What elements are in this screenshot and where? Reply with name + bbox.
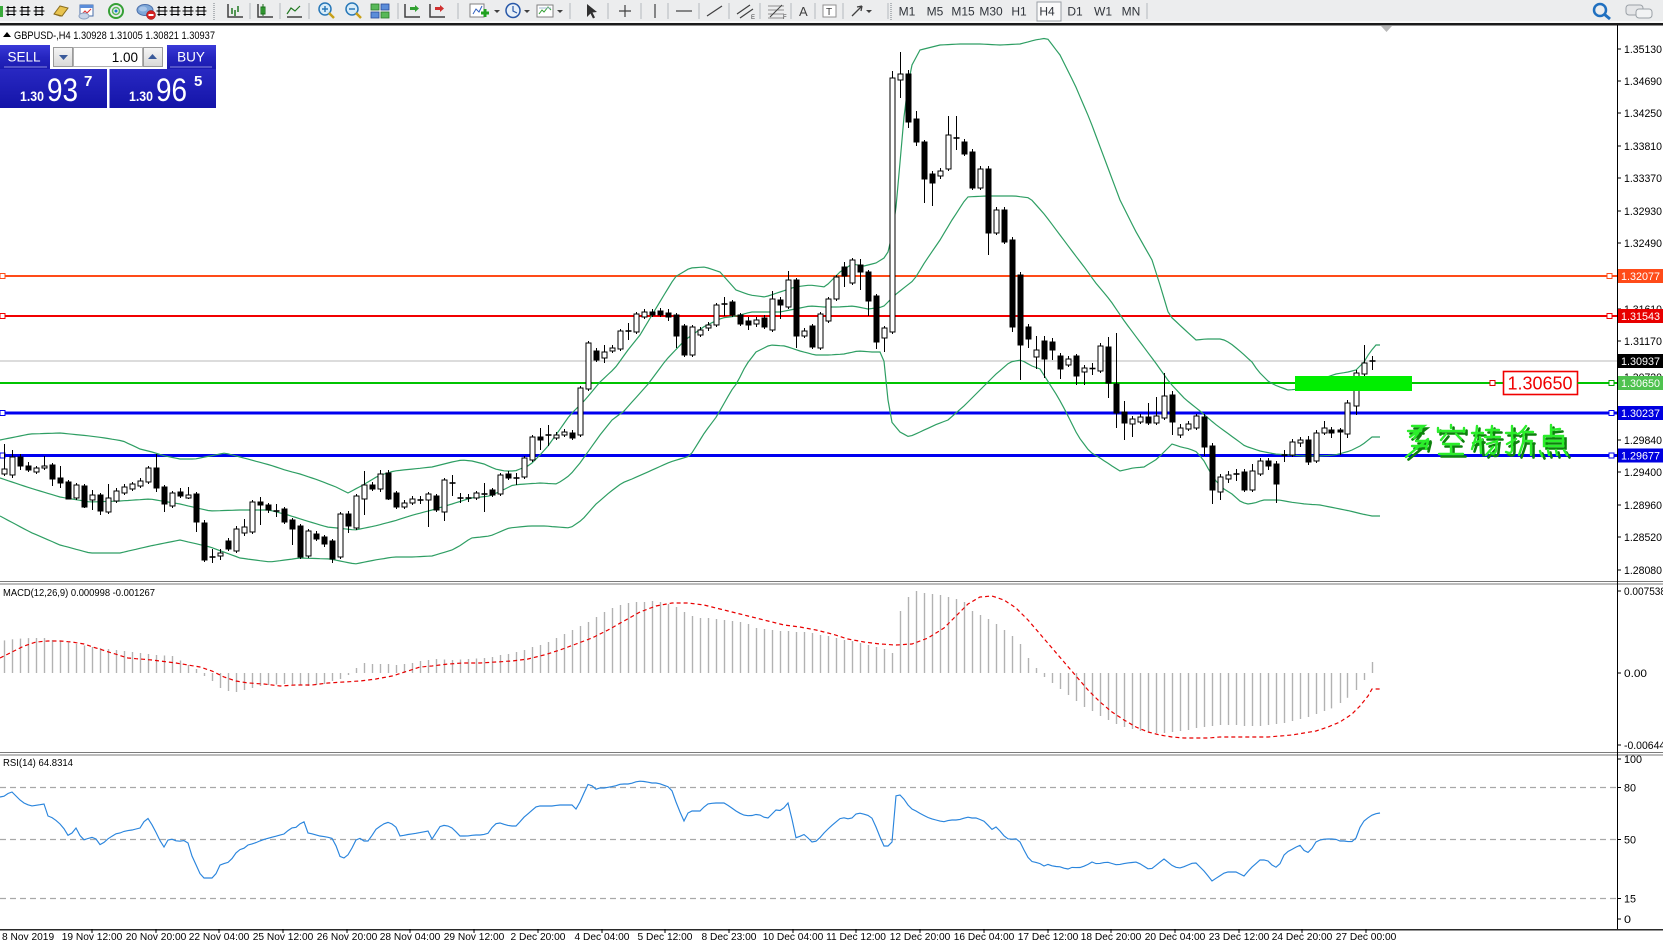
svg-text:15: 15 [1624, 894, 1636, 906]
svg-text:1.30: 1.30 [129, 89, 153, 104]
svg-text:18 Dec 20:00: 18 Dec 20:00 [1081, 932, 1142, 943]
svg-text:0: 0 [1624, 914, 1631, 926]
svg-text:H1: H1 [1011, 5, 1027, 19]
svg-text:W1: W1 [1094, 5, 1112, 19]
svg-text:17 Dec 12:00: 17 Dec 12:00 [1018, 932, 1079, 943]
svg-text:1.28960: 1.28960 [1624, 500, 1662, 512]
svg-text:M30: M30 [979, 5, 1003, 19]
svg-text:1.30237: 1.30237 [1621, 408, 1660, 420]
svg-text:1.31170: 1.31170 [1624, 336, 1662, 348]
svg-text:20 Dec 04:00: 20 Dec 04:00 [1145, 932, 1206, 943]
svg-text:5: 5 [194, 73, 202, 90]
svg-text:93: 93 [47, 72, 78, 108]
svg-text:50: 50 [1624, 835, 1636, 847]
svg-text:96: 96 [156, 72, 187, 108]
svg-text:1.30937: 1.30937 [1621, 356, 1660, 368]
svg-text:1.35130: 1.35130 [1624, 44, 1662, 56]
svg-text:23 Dec 12:00: 23 Dec 12:00 [1209, 932, 1270, 943]
svg-text:H4: H4 [1039, 5, 1055, 19]
svg-text:1.32077: 1.32077 [1621, 271, 1660, 283]
svg-text:100: 100 [1624, 754, 1642, 766]
svg-text:0.007538: 0.007538 [1624, 586, 1663, 598]
svg-text:M15: M15 [951, 5, 975, 19]
svg-text:22 Nov 04:00: 22 Nov 04:00 [189, 932, 250, 943]
svg-text:8 Nov 2019: 8 Nov 2019 [2, 932, 54, 943]
svg-text:1.00: 1.00 [112, 50, 138, 65]
svg-text:10 Dec 04:00: 10 Dec 04:00 [763, 932, 824, 943]
svg-text:MACD(12,26,9) 0.000998 -0.0012: MACD(12,26,9) 0.000998 -0.001267 [3, 587, 155, 599]
svg-text:1.28520: 1.28520 [1624, 532, 1662, 544]
svg-text:16 Dec 04:00: 16 Dec 04:00 [954, 932, 1015, 943]
svg-text:1.30650: 1.30650 [1621, 378, 1660, 390]
svg-text:M5: M5 [927, 5, 944, 19]
svg-text:1.31543: 1.31543 [1621, 311, 1660, 323]
svg-text:1.30650: 1.30650 [1507, 374, 1572, 394]
svg-text:20 Nov 20:00: 20 Nov 20:00 [126, 932, 187, 943]
svg-text:28 Nov 04:00: 28 Nov 04:00 [380, 932, 441, 943]
svg-text:1.33370: 1.33370 [1624, 173, 1662, 185]
svg-text:1.29840: 1.29840 [1624, 435, 1662, 447]
svg-text:8 Dec 23:00: 8 Dec 23:00 [702, 932, 757, 943]
svg-text:D1: D1 [1067, 5, 1083, 19]
svg-text:4 Dec 04:00: 4 Dec 04:00 [575, 932, 630, 943]
svg-text:0.00: 0.00 [1624, 668, 1647, 680]
svg-text:24 Dec 20:00: 24 Dec 20:00 [1272, 932, 1333, 943]
svg-text:F: F [783, 15, 787, 21]
svg-text:1.34250: 1.34250 [1624, 108, 1662, 120]
svg-text:19 Nov 12:00: 19 Nov 12:00 [62, 932, 123, 943]
svg-text:E: E [751, 15, 755, 21]
svg-text:7: 7 [84, 73, 92, 90]
svg-text:1.33810: 1.33810 [1624, 141, 1662, 153]
svg-text:11 Dec 12:00: 11 Dec 12:00 [826, 932, 886, 943]
svg-text:SELL: SELL [7, 50, 41, 65]
svg-text:80: 80 [1624, 783, 1636, 795]
svg-text:1.34690: 1.34690 [1624, 76, 1662, 88]
svg-text:2 Dec 20:00: 2 Dec 20:00 [511, 932, 566, 943]
svg-text:1.30: 1.30 [20, 89, 44, 104]
svg-text:1.32490: 1.32490 [1624, 238, 1662, 250]
svg-text:27 Dec 00:00: 27 Dec 00:00 [1336, 932, 1397, 943]
svg-text:5 Dec 12:00: 5 Dec 12:00 [638, 932, 693, 943]
svg-text:M1: M1 [899, 5, 916, 19]
svg-text:1.29677: 1.29677 [1621, 451, 1660, 463]
svg-text:RSI(14) 64.8314: RSI(14) 64.8314 [3, 757, 73, 769]
svg-text:1.32930: 1.32930 [1624, 206, 1662, 218]
svg-text:25 Nov 12:00: 25 Nov 12:00 [253, 932, 314, 943]
svg-text:12 Dec 20:00: 12 Dec 20:00 [890, 932, 951, 943]
svg-text:1.28080: 1.28080 [1624, 565, 1662, 577]
svg-text:T: T [826, 7, 832, 18]
svg-text:A: A [799, 4, 808, 19]
svg-text:29 Nov 12:00: 29 Nov 12:00 [444, 932, 505, 943]
svg-text:BUY: BUY [177, 50, 205, 65]
svg-text:26 Nov 20:00: 26 Nov 20:00 [317, 932, 378, 943]
svg-text:MN: MN [1122, 5, 1141, 19]
svg-text:1.29400: 1.29400 [1624, 467, 1662, 479]
svg-text:GBPUSD-,H4 1.30928 1.31005 1.: GBPUSD-,H4 1.30928 1.31005 1.30821 1.309… [14, 30, 215, 42]
svg-text:-0.006446: -0.006446 [1624, 740, 1663, 752]
